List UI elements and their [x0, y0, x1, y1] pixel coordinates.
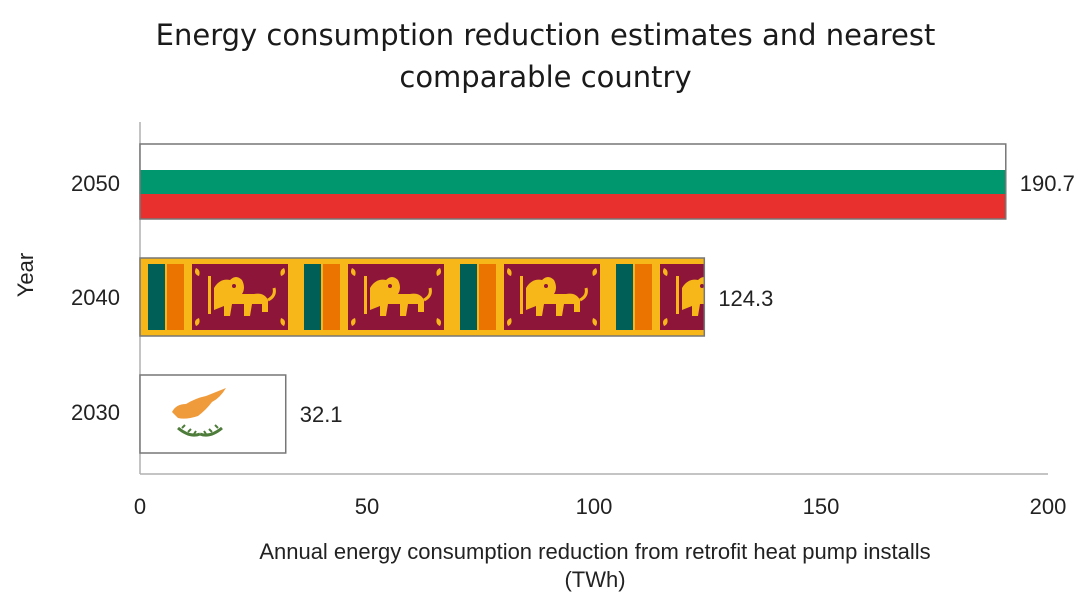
category-label-2030: 2030 — [71, 400, 120, 425]
x-tick-150: 150 — [803, 494, 840, 519]
olive-branches-icon — [177, 426, 223, 437]
bar-2050 — [139, 143, 1007, 220]
cyprus-island-icon — [172, 388, 226, 419]
category-label-2050: 2050 — [71, 171, 120, 196]
x-tick-50: 50 — [355, 494, 379, 519]
data-label-2040: 124.3 — [718, 286, 773, 311]
x-tick-0: 0 — [134, 494, 146, 519]
chart-title: Energy consumption reduction estimates a… — [0, 14, 1091, 98]
x-tick-100: 100 — [576, 494, 613, 519]
category-label-2040: 2040 — [71, 285, 120, 310]
data-label-2050: 190.7 — [1020, 171, 1075, 196]
x-tick-200: 200 — [1030, 494, 1067, 519]
x-axis-title-line-2: (TWh) — [564, 567, 625, 592]
x-axis-title-line-1: Annual energy consumption reduction from… — [259, 539, 930, 564]
bar-2040 — [139, 257, 706, 337]
y-axis-title: Year — [13, 253, 38, 297]
chart-title-line-1: Energy consumption reduction estimates a… — [155, 18, 936, 52]
bar-2030 — [139, 374, 287, 454]
data-label-2030: 32.1 — [300, 402, 343, 427]
chart-title-line-2: comparable country — [399, 60, 692, 94]
